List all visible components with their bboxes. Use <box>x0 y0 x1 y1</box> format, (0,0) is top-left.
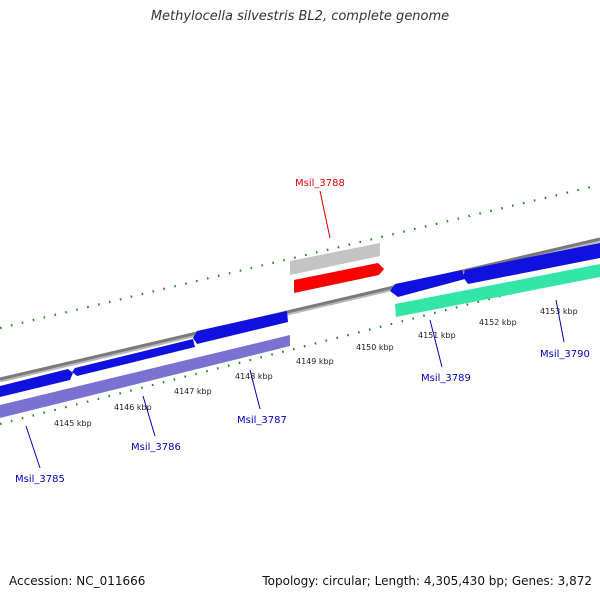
leader-line <box>25 425 41 469</box>
tick-labels: 4145 kbp 4146 kbp 4147 kbp 4148 kbp 4149… <box>54 307 578 428</box>
tick-label: 4147 kbp <box>174 387 212 396</box>
gene-label-msil-3789[interactable]: Msil_3789 <box>421 373 471 384</box>
forward-cds-feature[interactable] <box>72 339 195 376</box>
tick-label: 4145 kbp <box>54 419 92 428</box>
highlight-gray-feature[interactable] <box>290 243 380 275</box>
tick-label: 4150 kbp <box>356 343 394 352</box>
inner-tick-track <box>0 270 596 426</box>
tick-label: 4149 kbp <box>296 357 334 366</box>
accession-text: Accession: NC_011666 <box>9 574 146 588</box>
leader-lines <box>25 190 565 469</box>
leader-line <box>319 190 331 239</box>
outer-tick-line <box>0 184 596 330</box>
leader-line <box>555 299 565 343</box>
tick-label: 4153 kbp <box>540 307 578 316</box>
gene-label-msil-3790[interactable]: Msil_3790 <box>540 349 590 360</box>
topology-text: Topology: circular; Length: 4,305,430 bp… <box>262 574 592 588</box>
forward-cds-feature[interactable] <box>193 311 288 344</box>
gene-label-msil-3785[interactable]: Msil_3785 <box>15 474 65 485</box>
gene-label-msil-3788[interactable]: Msil_3788 <box>295 178 345 189</box>
tick-label: 4152 kbp <box>479 318 517 327</box>
leader-line <box>429 319 443 368</box>
leader-line <box>249 369 261 410</box>
tick-label: 4148 kbp <box>235 372 273 381</box>
tick-label: 4146 kbp <box>114 403 152 412</box>
gene-label-msil-3787[interactable]: Msil_3787 <box>237 415 287 426</box>
inner-tick-line <box>0 270 596 426</box>
gene-label-msil-3786[interactable]: Msil_3786 <box>131 442 181 453</box>
backbone <box>0 237 600 381</box>
map-title: Methylocella silvestris BL2, complete ge… <box>150 9 450 24</box>
rna-feature[interactable] <box>395 264 600 317</box>
reverse-cds-feature[interactable] <box>0 335 290 418</box>
leader-line <box>142 395 156 437</box>
forward-cds-feature[interactable] <box>463 243 600 284</box>
highlight-red-feature[interactable] <box>294 263 384 293</box>
outer-tick-track <box>0 184 596 330</box>
tick-label: 4151 kbp <box>418 331 456 340</box>
gene-labels[interactable]: Msil_3785 Msil_3786 Msil_3787 Msil_3788 … <box>15 178 590 485</box>
forward-cds-feature[interactable] <box>390 270 465 297</box>
features[interactable] <box>0 243 600 418</box>
forward-cds-feature[interactable] <box>0 369 73 397</box>
